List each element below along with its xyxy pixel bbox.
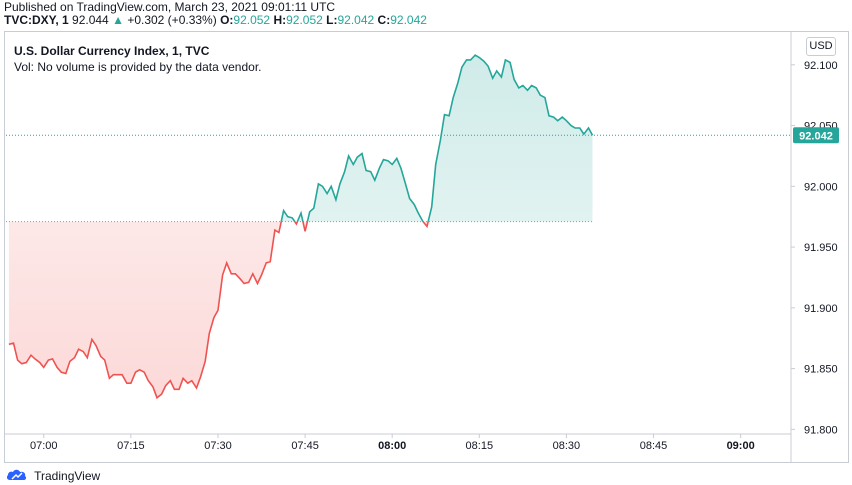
low-value: 92.042	[337, 13, 375, 27]
y-tick-label: 91.800	[804, 424, 838, 436]
tradingview-logo[interactable]: TradingView	[6, 469, 100, 484]
tradingview-brand: TradingView	[34, 469, 101, 483]
symbol-label: TVC:DXY, 1	[4, 13, 69, 27]
x-tick-label: 08:15	[466, 440, 494, 452]
currency-button[interactable]: USD	[806, 37, 836, 56]
series-line-up	[280, 54, 594, 222]
area-above-baseline	[281, 55, 593, 222]
x-tick-label: 07:15	[117, 440, 145, 452]
published-info: Published on TradingView.com, March 23, …	[4, 0, 336, 14]
x-tick-label: 07:45	[291, 440, 319, 452]
y-tick-label: 91.900	[804, 303, 838, 315]
x-tick-label: 07:30	[204, 440, 232, 452]
volume-note: Vol: No volume is provided by the data v…	[14, 60, 262, 74]
x-tick-label: 08:30	[553, 440, 581, 452]
x-tick-label: 08:45	[640, 440, 668, 452]
x-tick-label: 09:00	[727, 440, 755, 452]
high-value: 92.052	[286, 13, 323, 27]
y-tick-label: 91.850	[804, 364, 838, 376]
change-value: +0.302 (+0.33%)	[127, 13, 217, 27]
x-tick-label: 07:00	[30, 440, 58, 452]
low-label: L:	[326, 13, 338, 27]
quote-bar: TVC:DXY, 1 92.044 ▲ +0.302 (+0.33%) O:92…	[4, 13, 427, 27]
tradingview-cloud-icon	[6, 469, 28, 484]
last-price: 92.044	[72, 13, 109, 27]
open-label: O:	[220, 13, 234, 27]
chart-title: U.S. Dollar Currency Index, 1, TVC	[14, 44, 210, 58]
x-tick-label: 08:00	[378, 440, 406, 452]
area-below-baseline	[8, 221, 593, 398]
close-value: 92.042	[390, 13, 427, 27]
y-tick-label: 92.100	[804, 60, 838, 72]
up-arrow-icon: ▲	[112, 13, 124, 27]
open-value: 92.052	[233, 13, 271, 27]
y-tick-label: 92.000	[804, 181, 838, 193]
series-line-down	[8, 221, 429, 400]
y-tick-label: 91.950	[804, 242, 838, 254]
high-label: H:	[273, 13, 287, 27]
close-label: C:	[377, 13, 391, 27]
current-price-label: 92.042	[799, 130, 833, 142]
current-price-badge	[793, 127, 839, 144]
